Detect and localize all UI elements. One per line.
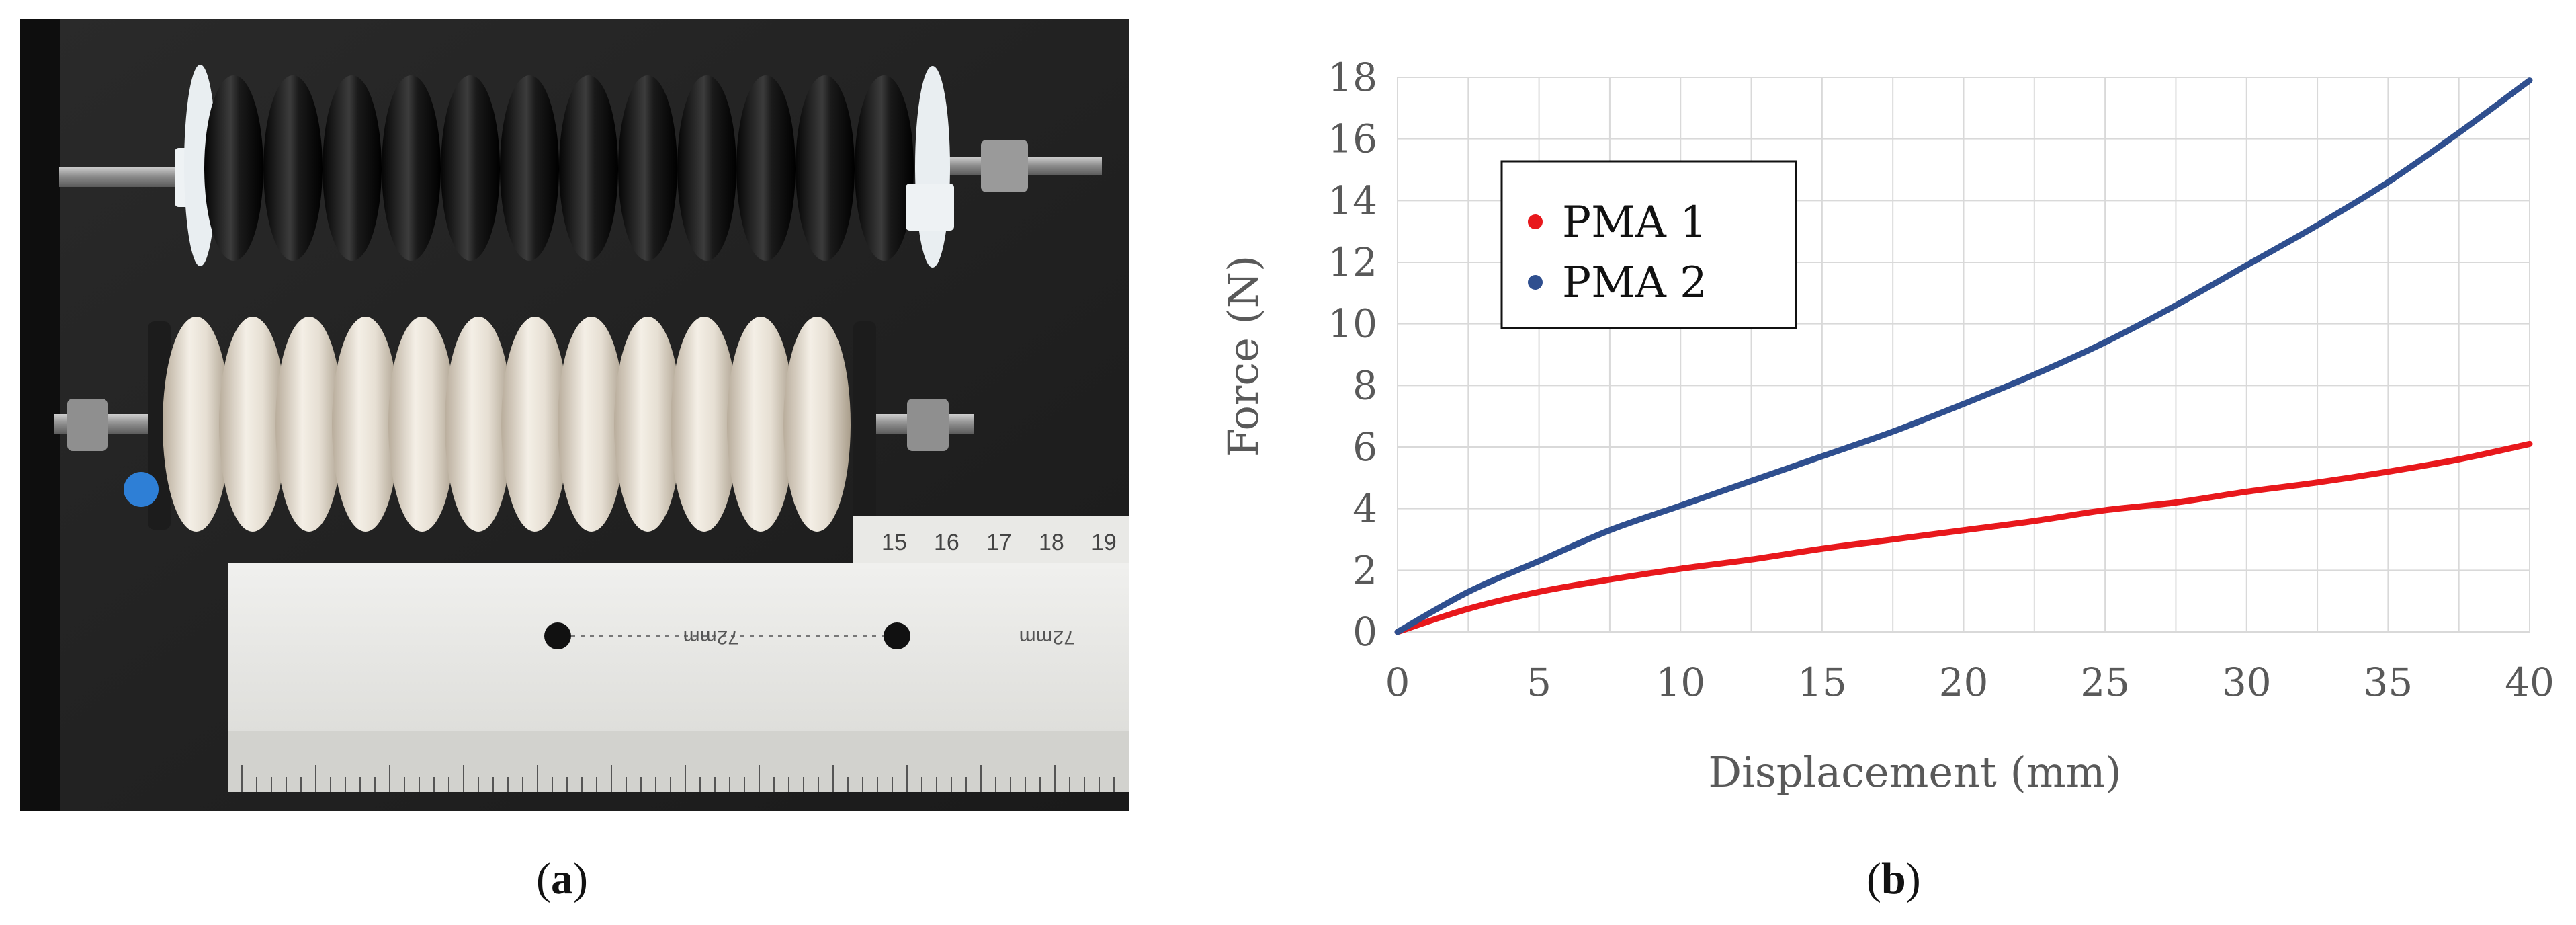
white-bellows-rib	[219, 317, 286, 532]
white-endplate-right	[853, 321, 876, 530]
white-bellows	[54, 317, 974, 532]
legend-box	[1500, 160, 1797, 329]
x-tick-label: 20	[1939, 659, 1989, 705]
x-tick-label: 30	[2222, 659, 2272, 705]
y-tick-label: 16	[1328, 116, 1377, 162]
black-bellows-rib	[323, 75, 382, 261]
black-bellows-rib	[855, 75, 914, 261]
force-displacement-chart: 0 2 4 6 8 10 12 14 16 18 0 5 10 15 20 25 30 35 40 Displac…	[1219, 54, 2554, 797]
ruler-edge	[228, 731, 1129, 792]
x-tick-label: 5	[1527, 659, 1551, 705]
x-tick-label: 10	[1656, 659, 1705, 705]
caption-a: (a)	[536, 854, 588, 903]
black-bellows	[59, 65, 1102, 268]
legend-label-pma1: PMA 1	[1562, 198, 1707, 247]
white-bellows-rib	[388, 317, 456, 532]
white-bellows-rib	[332, 317, 399, 532]
legend-marker-pma2	[1528, 275, 1543, 290]
black-bellows-rib	[204, 75, 263, 261]
y-tick-label: 4	[1353, 486, 1377, 532]
y-tick-label: 2	[1353, 547, 1377, 593]
y-tick-label: 10	[1328, 301, 1377, 347]
ruler: 15 16 17 18 19 72mm 72mm	[228, 516, 1129, 792]
ruler-top-strip	[853, 516, 1129, 563]
white-bellows-rib	[275, 317, 343, 532]
black-nut-right	[981, 140, 1028, 192]
series-line-pma1	[1394, 440, 2533, 635]
white-bellows-rib	[727, 317, 794, 532]
ruler-label: 72mm	[683, 626, 739, 648]
x-tick-labels: 0 5 10 15 20 25 30 35 40	[1385, 659, 2554, 705]
black-clamp-right	[906, 184, 954, 231]
black-bellows-rib	[796, 75, 855, 261]
legend: PMA 1 PMA 2	[1500, 160, 1797, 329]
black-bellows-rib	[500, 75, 559, 261]
caption-b: (b)	[1866, 854, 1921, 903]
black-bellows-rib	[263, 75, 323, 261]
white-bellows-rib	[614, 317, 681, 532]
white-bellows-rib	[783, 317, 851, 532]
black-bellows-rib	[441, 75, 500, 261]
legend-label-pma2: PMA 2	[1562, 258, 1707, 308]
white-nut-right	[907, 399, 949, 451]
x-tick-label: 0	[1385, 659, 1410, 705]
black-endcap-left	[184, 65, 216, 266]
ruler-number: 16	[934, 530, 959, 555]
x-axis-title: Displacement (mm)	[1708, 748, 2121, 797]
x-tick-label: 15	[1797, 659, 1847, 705]
y-axis-title: Force (N)	[1219, 255, 1268, 457]
white-bellows-rib	[163, 317, 230, 532]
ruler-number: 18	[1039, 530, 1064, 555]
series-line-pma2	[1394, 77, 2533, 635]
white-bellows-rib	[671, 317, 738, 532]
ruler-number: 17	[986, 530, 1012, 555]
ruler-number: 15	[882, 530, 907, 555]
y-tick-label: 18	[1328, 54, 1377, 100]
black-bellows-rib	[382, 75, 441, 261]
y-tick-label: 8	[1353, 362, 1377, 408]
gridlines	[1397, 77, 2530, 633]
white-bellows-rib	[558, 317, 625, 532]
ruler-hole	[544, 622, 571, 649]
x-tick-label: 25	[2080, 659, 2130, 705]
y-tick-label: 12	[1328, 239, 1377, 285]
series-lines	[1394, 77, 2533, 635]
ruler-number: 19	[1091, 530, 1117, 555]
bellows-photo: 15 16 17 18 19 72mm 72mm	[20, 19, 1129, 811]
ruler-label: 72mm	[1019, 626, 1075, 648]
white-nut-left	[67, 399, 108, 451]
ruler-top-numbers: 15 16 17 18 19	[882, 530, 1117, 555]
black-bellows-rib	[559, 75, 618, 261]
y-tick-label: 6	[1353, 424, 1377, 470]
black-bellows-rib	[618, 75, 677, 261]
ruler-hole	[884, 622, 910, 649]
x-tick-label: 35	[2363, 659, 2413, 705]
white-bellows-rib	[501, 317, 568, 532]
white-bellows-rib	[445, 317, 512, 532]
legend-marker-pma1	[1528, 214, 1543, 229]
x-tick-label: 40	[2505, 659, 2554, 705]
black-bellows-rib	[736, 75, 796, 261]
black-bellows-rib	[677, 75, 736, 261]
y-tick-label: 0	[1353, 609, 1377, 655]
y-tick-label: 14	[1328, 177, 1377, 223]
air-fitting	[124, 472, 159, 507]
y-tick-labels: 0 2 4 6 8 10 12 14 16 18	[1328, 54, 1377, 655]
black-endcap-right	[915, 66, 950, 268]
